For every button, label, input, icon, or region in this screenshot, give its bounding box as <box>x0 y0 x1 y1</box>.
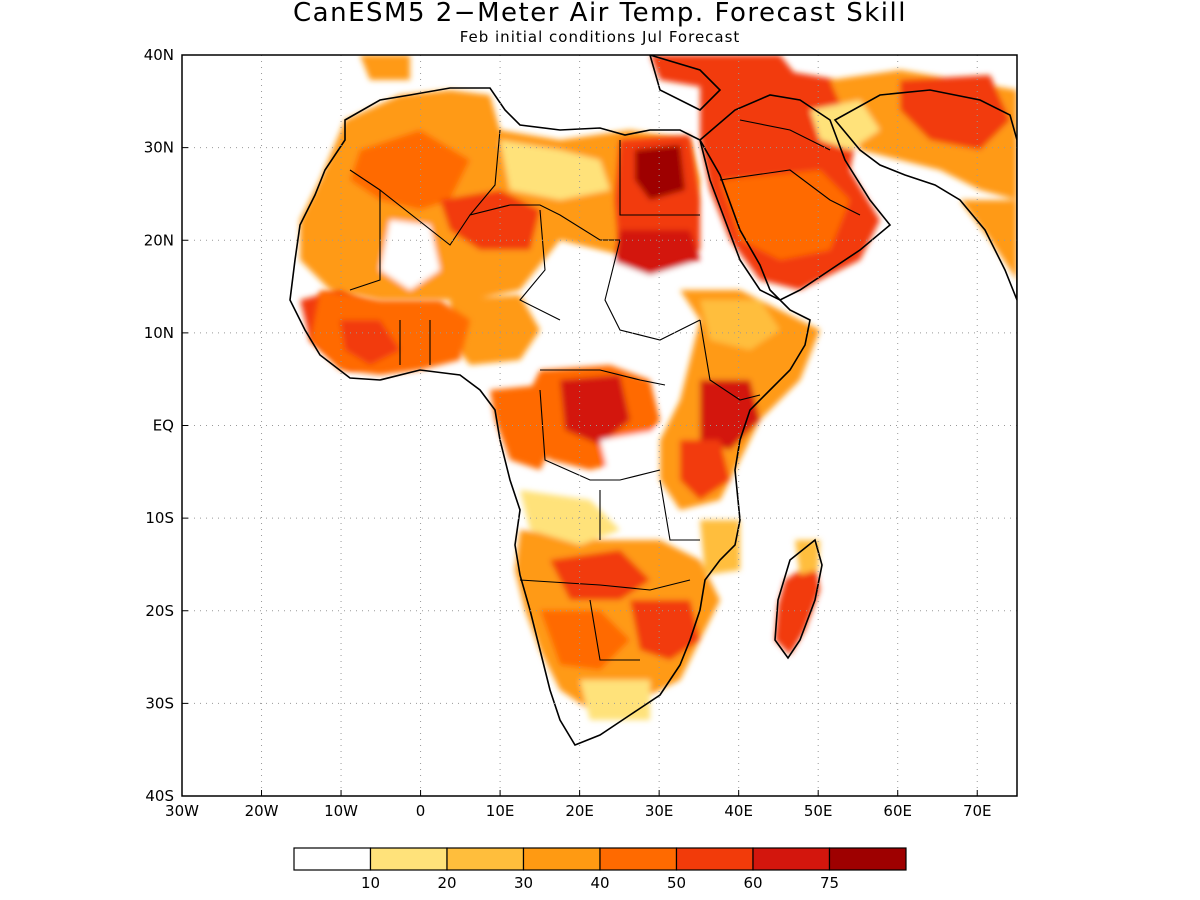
skill-region-madagascar <box>775 540 820 655</box>
y-tick-label: 40N <box>144 46 174 64</box>
x-tick-label: 60E <box>883 802 912 820</box>
x-tick-label: 20W <box>245 802 279 820</box>
colorbar: 10 20 30 40 50 60 75 <box>293 847 907 892</box>
colorbar-swatch <box>599 847 678 871</box>
chart-title: CanESM5 2−Meter Air Temp. Forecast Skill <box>293 0 907 28</box>
x-tick-label: 30W <box>165 802 199 820</box>
colorbar-swatch <box>752 847 831 871</box>
x-tick-label: 30E <box>645 802 674 820</box>
country-borders <box>349 119 861 661</box>
y-tick-label: 30N <box>144 139 174 157</box>
chart-subtitle: Feb initial conditions Jul Forecast <box>459 28 741 46</box>
y-tick-label: 10N <box>144 324 174 342</box>
skill-region-egypt-sudan <box>560 135 710 320</box>
x-tick-label: 20E <box>565 802 594 820</box>
colorbar-label: 75 <box>820 874 839 892</box>
x-tick-label: 70E <box>963 802 992 820</box>
skill-region-arabia <box>360 55 1017 290</box>
skill-field <box>289 55 1017 746</box>
colorbar-label: 60 <box>743 874 762 892</box>
colorbar-label: 50 <box>667 874 686 892</box>
x-axis: 30W 20W 10W 0 10E 20E 30E 40E 50E 60E 70E <box>165 790 992 820</box>
colorbar-swatch <box>293 847 372 871</box>
y-tick-label: 20S <box>145 602 174 620</box>
skill-region-central-africa <box>490 365 680 500</box>
y-tick-label: 20N <box>144 231 174 249</box>
x-tick-label: 0 <box>416 802 426 820</box>
colorbar-swatch <box>446 847 525 871</box>
y-tick-label: 30S <box>145 694 174 712</box>
colorbar-swatch <box>369 847 448 871</box>
colorbar-label: 30 <box>514 874 533 892</box>
colorbar-label: 40 <box>590 874 609 892</box>
y-tick-label: 10S <box>145 509 174 527</box>
x-tick-label: 40E <box>724 802 753 820</box>
colorbar-swatch <box>675 847 754 871</box>
y-axis: 40N 30N 20N 10N EQ 10S 20S 30S 40S <box>144 46 188 805</box>
colorbar-swatch <box>522 847 601 871</box>
y-tick-label: EQ <box>153 417 174 435</box>
coastlines <box>289 55 1017 746</box>
x-tick-label: 50E <box>804 802 833 820</box>
x-tick-label: 10W <box>324 802 358 820</box>
y-tick-label: 40S <box>145 787 174 805</box>
x-tick-label: 10E <box>486 802 515 820</box>
colorbar-label: 20 <box>437 874 456 892</box>
colorbar-label: 10 <box>361 874 380 892</box>
colorbar-swatch <box>828 847 907 871</box>
